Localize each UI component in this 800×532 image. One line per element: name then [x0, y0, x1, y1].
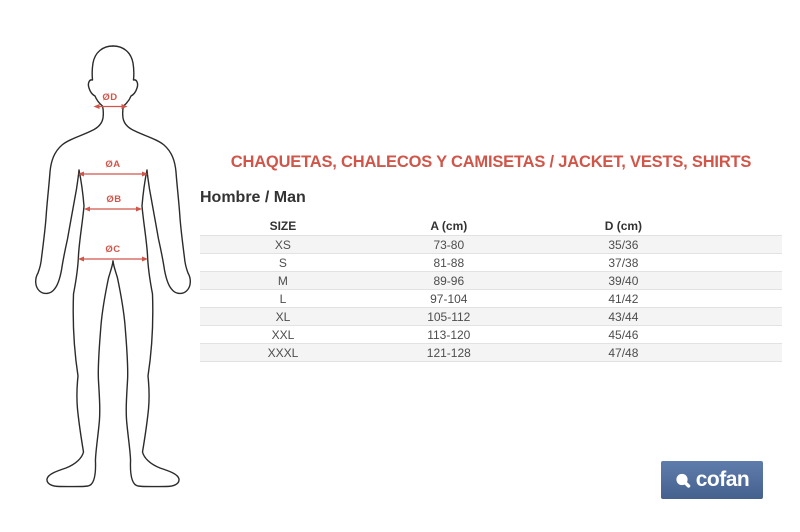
- measurement-arrow-hip: ØC: [78, 244, 148, 262]
- cell-d: 41/42: [608, 291, 639, 306]
- cell-filler: [715, 254, 782, 272]
- measurement-arrow-chest: ØA: [78, 159, 148, 177]
- cell-d: 43/44: [608, 309, 639, 324]
- cell-d: 39/40: [608, 273, 639, 288]
- cell-filler: [715, 326, 782, 344]
- table-row: S 81-88 37/38: [200, 253, 782, 272]
- cofan-logo: cofan: [661, 461, 763, 499]
- measurement-label-neck: ØD: [102, 92, 117, 103]
- table-row: L 97-104 41/42: [200, 289, 782, 308]
- table-header-row: SIZE A (cm) D (cm): [200, 216, 782, 236]
- cofan-logo-text: cofan: [695, 467, 750, 491]
- cell-filler: [715, 272, 782, 290]
- measurement-label-chest: ØA: [105, 159, 120, 170]
- content-column: CHAQUETAS, CHALECOS Y CAMISETAS / JACKET…: [200, 153, 782, 362]
- table-row: M 89-96 39/40: [200, 271, 782, 290]
- column-header-filler: [715, 216, 782, 236]
- cell-a: 97-104: [430, 291, 468, 306]
- page-title: CHAQUETAS, CHALECOS Y CAMISETAS / JACKET…: [230, 153, 752, 171]
- cell-a: 89-96: [433, 273, 465, 288]
- cell-d: 37/38: [608, 255, 639, 270]
- column-header-d: D (cm): [604, 218, 643, 233]
- cell-a: 121-128: [426, 345, 471, 360]
- cell-filler: [715, 290, 782, 308]
- cell-a: 81-88: [433, 255, 465, 270]
- measurement-arrow-waist: ØB: [84, 194, 142, 212]
- table-row: XXXL 121-128 47/48: [200, 343, 782, 362]
- body-outline: [35, 45, 114, 488]
- cell-size: S: [278, 255, 287, 270]
- cell-size: M: [277, 273, 288, 288]
- cell-size: L: [279, 291, 287, 306]
- column-header-a: A (cm): [430, 218, 468, 233]
- section-subtitle: Hombre / Man: [200, 189, 306, 206]
- measurement-arrow-neck: ØD: [93, 92, 128, 109]
- cell-size: XS: [274, 237, 291, 252]
- cell-a: 73-80: [433, 237, 465, 252]
- cell-filler: [715, 344, 782, 362]
- cofan-bubble-icon: [675, 472, 692, 489]
- cell-size: XXXL: [267, 345, 299, 360]
- cell-filler: [715, 308, 782, 326]
- table-row: XS 73-80 35/36: [200, 235, 782, 254]
- size-table: SIZE A (cm) D (cm) XS 73-80 35/36 S 81-8…: [200, 216, 782, 362]
- cell-size: XXL: [271, 327, 295, 342]
- table-row: XXL 113-120 45/46: [200, 325, 782, 344]
- column-header-size: SIZE: [269, 218, 297, 233]
- table-row: XL 105-112 43/44: [200, 307, 782, 326]
- cell-a: 105-112: [427, 309, 471, 324]
- cell-d: 35/36: [608, 237, 639, 252]
- cell-d: 45/46: [608, 327, 639, 342]
- cell-a: 113-120: [427, 327, 471, 342]
- body-outline-mirror: [112, 45, 191, 488]
- cell-filler: [715, 236, 782, 254]
- body-measurement-diagram: ØD ØA ØB ØC: [35, 45, 191, 488]
- measurement-label-hip: ØC: [105, 244, 120, 255]
- cell-d: 47/48: [608, 345, 639, 360]
- cell-size: XL: [275, 309, 291, 324]
- measurement-label-waist: ØB: [106, 194, 121, 205]
